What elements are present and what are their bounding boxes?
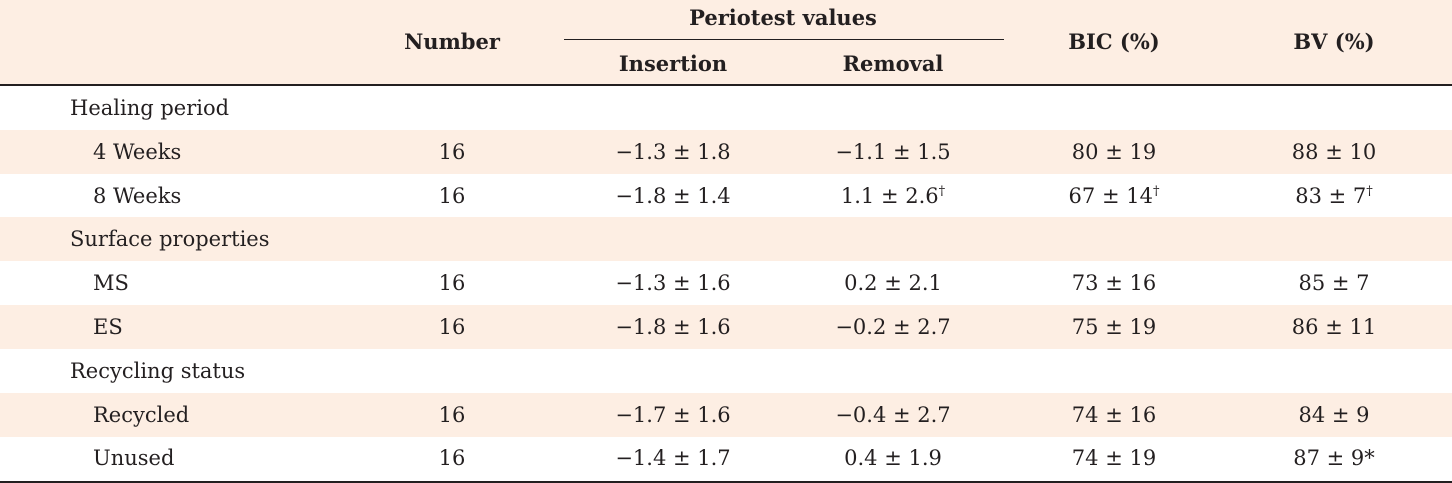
row-label: MS: [93, 271, 129, 296]
header-bv: BV (%): [1293, 29, 1375, 54]
cell-removal: 0.4 ± 1.9: [844, 446, 942, 471]
bv-footnote-mark: †: [1366, 183, 1373, 199]
table-row: Recycled 16 −1.7 ± 1.6 −0.4 ± 2.7 74 ± 16 84 …: [0, 392, 1452, 437]
cell-insertion: −1.7 ± 1.6: [615, 402, 731, 427]
header-bic: BIC (%): [1068, 29, 1160, 54]
header-number: Number: [404, 29, 500, 54]
cell-bv: 87 ± 9*: [1293, 446, 1375, 471]
header-rule: [0, 84, 1452, 86]
cell-number: 16: [438, 446, 466, 471]
cell-number: 16: [438, 402, 466, 427]
cell-bic: 67 ± 14†: [1068, 183, 1160, 208]
cell-insertion: −1.3 ± 1.6: [615, 271, 731, 296]
cell-removal: 0.2 ± 2.1: [844, 271, 942, 296]
row-label: Unused: [93, 446, 175, 471]
cell-insertion: −1.8 ± 1.6: [615, 315, 731, 339]
cell-number: 16: [438, 183, 466, 208]
row-label: ES: [93, 315, 123, 339]
cell-removal: −0.2 ± 2.7: [835, 315, 951, 339]
cell-bic: 74 ± 19: [1071, 446, 1157, 471]
cell-bv: 86 ± 11: [1291, 315, 1377, 339]
cell-bic: 75 ± 19: [1071, 315, 1157, 339]
row-label: Recycled: [93, 402, 190, 427]
header-subrule: [564, 39, 1004, 40]
cell-bic: 73 ± 16: [1071, 271, 1157, 296]
cell-insertion: −1.8 ± 1.4: [615, 183, 731, 208]
row-label: 8 Weeks: [93, 183, 182, 208]
table-header: Number Periotest values Insertion Remova…: [0, 0, 1452, 85]
cell-bv: 85 ± 7: [1298, 271, 1370, 296]
group-row: Surface properties: [0, 217, 1452, 262]
cell-number: 16: [438, 315, 466, 339]
header-removal: Removal: [842, 51, 944, 76]
bic-footnote-mark: †: [1152, 183, 1160, 199]
cell-number: 16: [438, 139, 466, 164]
header-periotest-values: Periotest values: [689, 5, 877, 30]
cell-removal: −1.1 ± 1.5: [835, 139, 951, 164]
group-label: Healing period: [70, 96, 230, 120]
cell-bv: 88 ± 10: [1291, 139, 1377, 164]
removal-footnote-mark: †: [938, 183, 946, 199]
bottom-rule: [0, 481, 1452, 483]
cell-insertion: −1.3 ± 1.8: [615, 139, 731, 164]
cell-removal: 1.1 ± 2.6†: [840, 183, 946, 208]
table-row: ES 16 −1.8 ± 1.6 −0.2 ± 2.7 75 ± 19 86 ± 11: [0, 305, 1452, 349]
table-row: MS 16 −1.3 ± 1.6 0.2 ± 2.1 73 ± 16 85 ± 7: [0, 261, 1452, 305]
header-insertion: Insertion: [618, 51, 728, 76]
group-row: Recycling status: [0, 349, 1452, 393]
group-row: Healing period: [0, 86, 1452, 130]
table-row: 4 Weeks 16 −1.3 ± 1.8 −1.1 ± 1.5 80 ± 19 88 ±…: [0, 129, 1452, 174]
cell-bv: 83 ± 7†: [1295, 183, 1373, 208]
cell-bv: 84 ± 9: [1298, 402, 1370, 427]
row-label: 4 Weeks: [93, 139, 182, 164]
cell-removal: −0.4 ± 2.7: [835, 402, 951, 427]
table-row: Unused 16 −1.4 ± 1.7 0.4 ± 1.9 74 ± 19 87 ± 9…: [0, 436, 1452, 480]
group-label: Surface properties: [70, 227, 270, 252]
cell-insertion: −1.4 ± 1.7: [615, 446, 731, 471]
cell-number: 16: [438, 271, 466, 296]
table-row: 8 Weeks 16 −1.8 ± 1.4 1.1 ± 2.6† 67 ± 14† 83 …: [0, 174, 1452, 218]
cell-bic: 80 ± 19: [1071, 139, 1157, 164]
cell-bic: 74 ± 16: [1071, 402, 1157, 427]
group-label: Recycling status: [70, 358, 246, 383]
